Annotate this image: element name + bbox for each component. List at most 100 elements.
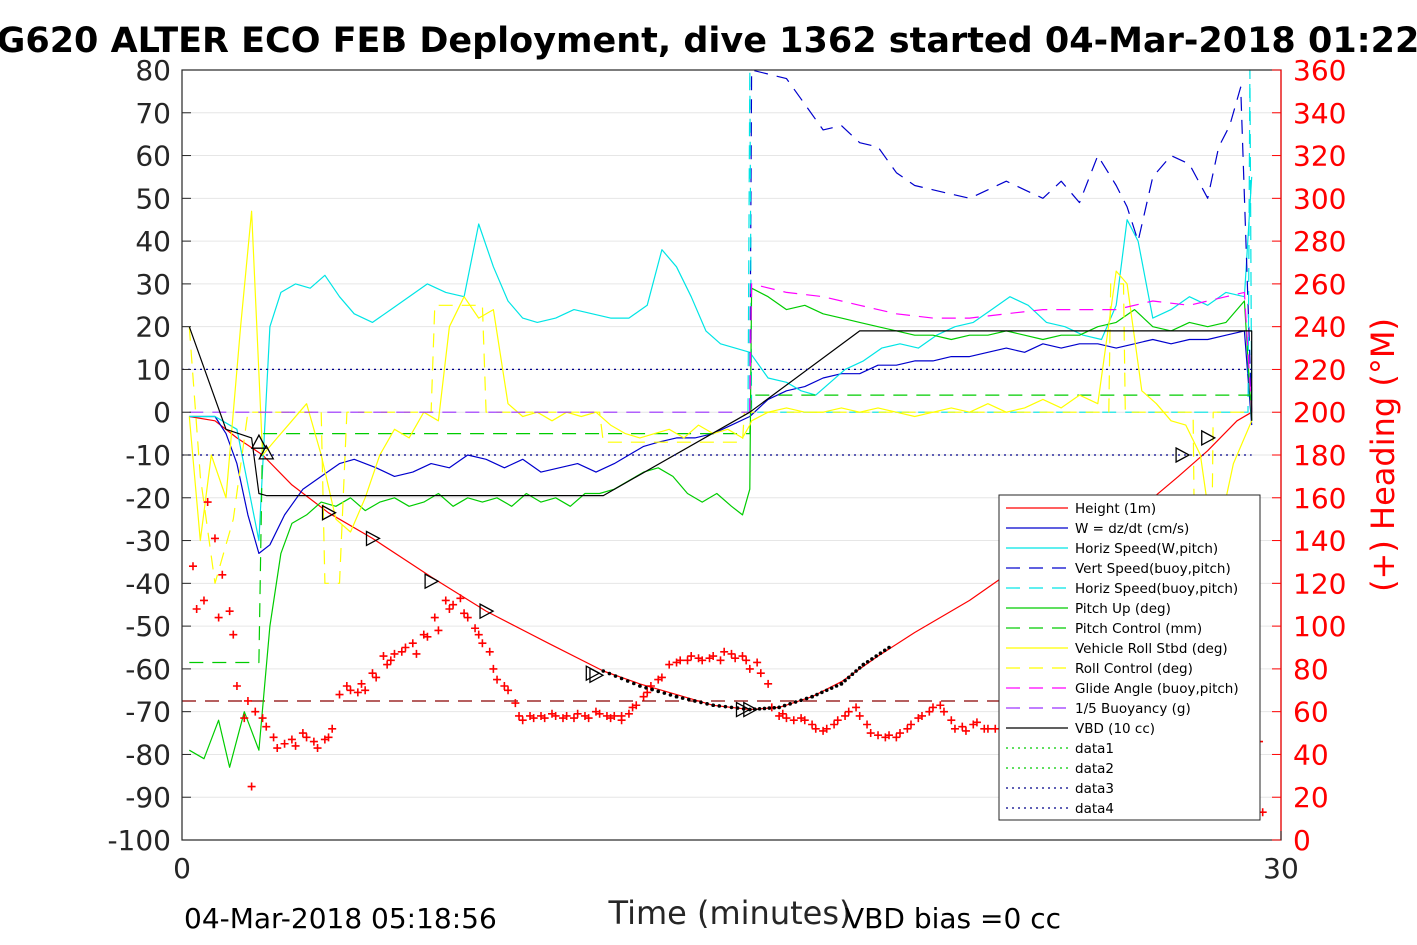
heading-marker — [229, 630, 238, 639]
heading-marker — [368, 669, 377, 678]
heading-marker — [808, 720, 817, 729]
tick-label-left: -100 — [107, 824, 171, 857]
heading-marker — [584, 714, 593, 723]
sample-dot — [854, 669, 858, 673]
sample-dot — [711, 703, 715, 708]
heading-marker — [885, 731, 894, 740]
sample-dot — [834, 684, 839, 688]
heading-marker — [324, 733, 333, 742]
heading-marker — [302, 733, 311, 742]
heading-marker — [720, 647, 729, 656]
heading-marker — [251, 707, 260, 716]
heading-marker — [298, 729, 307, 738]
tick-label-right: 20 — [1293, 781, 1329, 814]
sample-dot — [686, 697, 691, 702]
heading-marker — [844, 707, 853, 716]
legend-label: Horiz Speed(W,pitch) — [1075, 541, 1218, 557]
heading-marker — [357, 679, 366, 688]
heading-marker — [489, 664, 498, 673]
heading-marker — [540, 714, 549, 723]
sample-dot — [874, 654, 879, 658]
heading-marker — [639, 692, 648, 701]
series-line-vehicle-roll-stbd-deg — [188, 210, 1253, 542]
legend-label: Vehicle Roll Stbd (deg) — [1075, 641, 1228, 657]
sample-dot — [619, 676, 624, 681]
sample-dot — [656, 689, 661, 694]
sample-dot — [882, 648, 887, 653]
sample-dot — [788, 702, 792, 706]
heading-marker — [562, 711, 571, 720]
tick-label-left: -70 — [125, 696, 171, 729]
legend-box — [998, 494, 1261, 821]
heading-marker — [273, 744, 282, 753]
heading-marker — [515, 711, 524, 720]
tick-label-right: 320 — [1293, 140, 1346, 173]
heading-marker — [731, 654, 740, 663]
heading-marker — [214, 613, 223, 622]
tick-label-right: 280 — [1293, 225, 1346, 258]
triangle-right-marker — [589, 667, 605, 684]
tick-label-left: 40 — [135, 225, 171, 258]
sample-dot — [638, 684, 642, 688]
tick-label-left: -60 — [125, 653, 171, 686]
heading-marker — [269, 733, 278, 742]
heading-marker — [474, 630, 483, 639]
series-line-roll-control-deg — [188, 283, 1252, 584]
heading-marker — [423, 632, 432, 641]
heading-marker — [830, 720, 839, 729]
tick-label-right: 40 — [1293, 738, 1329, 771]
tick-label-left: -20 — [125, 482, 171, 515]
sample-dot — [870, 657, 874, 661]
sample-dot — [777, 705, 781, 710]
heading-marker — [313, 744, 322, 753]
sample-dot — [846, 675, 851, 680]
heading-marker — [928, 703, 937, 712]
sample-dot — [717, 704, 722, 708]
heading-marker — [485, 647, 494, 656]
series-line-pitch-control-mm — [189, 394, 1252, 664]
tick-label-right: 0 — [1293, 824, 1311, 857]
heading-marker — [511, 699, 520, 708]
heading-marker — [390, 649, 399, 658]
sample-dot — [850, 672, 855, 677]
chart-title: G620 ALTER ECO FEB Deployment, dive 1362… — [0, 21, 1417, 61]
heading-marker — [665, 660, 674, 669]
triangle-right-marker — [735, 701, 751, 718]
sample-dot — [729, 705, 734, 710]
heading-marker — [243, 696, 252, 705]
heading-marker — [939, 707, 948, 716]
series-line-horiz-speed-w-pitch — [189, 176, 1253, 542]
heading-marker — [335, 690, 344, 699]
legend-label: 1/5 Buoyancy (g) — [1075, 701, 1191, 717]
sample-dot — [613, 674, 618, 678]
sample-dot — [782, 703, 787, 708]
heading-marker — [892, 733, 901, 742]
heading-marker — [742, 656, 751, 665]
tick-label-left: 70 — [135, 97, 171, 130]
tick-label-left: 50 — [135, 182, 171, 215]
heading-marker — [863, 720, 872, 729]
tick-label-x: 0 — [173, 852, 191, 885]
series-line-w-dz-dt-cm-s — [189, 330, 1253, 554]
legend-label: data2 — [1075, 761, 1114, 777]
heading-marker — [379, 652, 388, 661]
heading-marker — [632, 701, 641, 710]
tick-label-left: 0 — [153, 396, 171, 429]
sample-dot — [820, 690, 824, 695]
heading-marker — [401, 643, 410, 652]
triangle-right-marker — [321, 504, 337, 521]
triangle-up-marker — [250, 433, 268, 449]
heading-marker — [493, 675, 502, 684]
legend-label: Pitch Up (deg) — [1075, 601, 1171, 617]
heading-marker — [738, 652, 747, 661]
series-line-vert-speed-buoy-pitch — [749, 69, 1253, 413]
sample-dot — [625, 679, 630, 683]
tick-label-right: 220 — [1293, 353, 1346, 386]
heading-marker — [463, 613, 472, 622]
tick-label-left: 10 — [135, 353, 171, 386]
tick-label-right: 240 — [1293, 311, 1346, 344]
tick-label-left: -30 — [125, 525, 171, 558]
heading-marker — [972, 718, 981, 727]
heading-marker — [643, 688, 652, 697]
heading-marker — [683, 656, 692, 665]
